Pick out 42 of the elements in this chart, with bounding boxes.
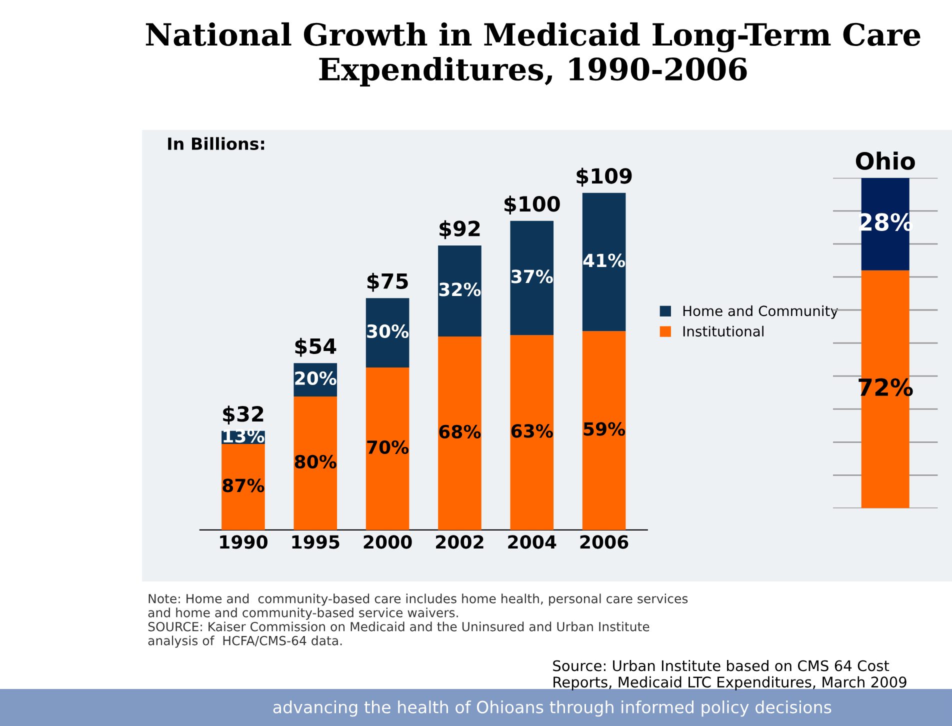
- annotation: 13%: [224, 429, 264, 443]
- text: Note: Home and community-based care includes home health, personal care services and home and community-based service waivers. SOURCE: Kaiser Commission on Medicaid and the Uninsured and Urban Institute analysis of HCFA/CMS-64 data.: [148, 594, 688, 648]
- legend-label: Institutional: [683, 326, 764, 337]
- x-tick-label: 2002: [436, 535, 484, 549]
- annotation: $100: [504, 196, 560, 215]
- legend-label: Home and Community: [683, 305, 838, 319]
- x-tick-label: 1995: [292, 535, 340, 549]
- bar: [438, 336, 482, 530]
- annotation: $32: [223, 406, 264, 425]
- text: $109: [576, 168, 632, 187]
- annotation: 41%: [583, 254, 626, 268]
- bar: [366, 368, 410, 530]
- annotation: 30%: [367, 324, 409, 338]
- bar: [582, 192, 626, 332]
- text: In Billions:: [168, 137, 264, 150]
- annotation: 63%: [511, 424, 553, 438]
- bar: [222, 444, 265, 530]
- annotation: 32%: [439, 282, 481, 296]
- bar: [294, 396, 338, 530]
- bar: [510, 335, 554, 530]
- annotation: 37%: [511, 270, 553, 284]
- annotation: $75: [367, 272, 408, 292]
- x-tick-label: 2004: [508, 535, 556, 549]
- annotation: 70%: [367, 440, 409, 454]
- annotation: 20%: [295, 371, 336, 386]
- annotation: $92: [440, 220, 480, 240]
- bar: [438, 245, 482, 336]
- bar: [366, 298, 410, 368]
- annotation: 59%: [584, 422, 626, 436]
- chart-title: Ohio: [856, 152, 915, 170]
- x-tick-label: 2006: [580, 535, 628, 549]
- source-note: Source: Urban Institute based on CMS 64 Cost Reports, Medicaid LTC Expenditures, March 2009: [553, 660, 906, 690]
- annotation: 87%: [222, 478, 264, 492]
- annotation: 68%: [439, 424, 481, 438]
- x-tick-label: 2000: [364, 535, 412, 549]
- chart-title: National Growth in Medicaid Long-Term Care Expenditures, 1990-2006: [146, 22, 920, 87]
- x-tick-label: 1990: [220, 535, 268, 549]
- annotation: $54: [295, 338, 336, 357]
- text: advancing the health of Ohioans through informed policy decisions: [273, 700, 832, 717]
- bar: [582, 331, 626, 530]
- bar: [510, 220, 554, 336]
- annotation: 80%: [294, 454, 336, 468]
